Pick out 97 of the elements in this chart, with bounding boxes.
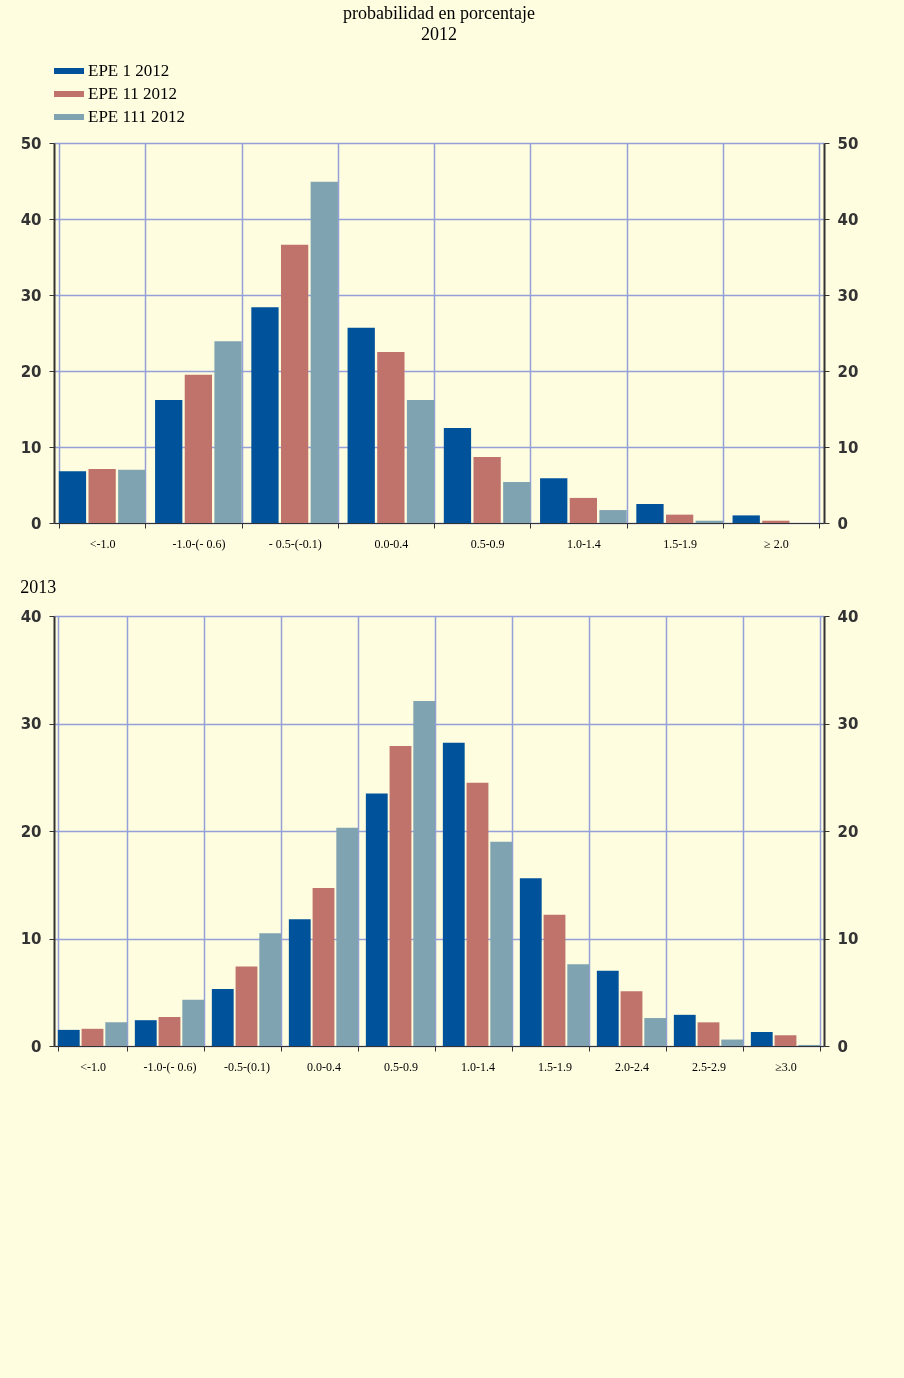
bar (443, 428, 472, 523)
legend-label: EPE 11 2012 (88, 84, 178, 103)
bar (336, 827, 359, 1046)
bar (413, 700, 436, 1046)
bar (673, 1014, 696, 1046)
bar (81, 1028, 104, 1046)
x-tick-label: 2.5-2.9 (692, 1059, 726, 1074)
bar (155, 399, 183, 523)
y-tick-label: 10 (20, 930, 42, 948)
x-tick-label: 2.0-2.4 (615, 1059, 649, 1074)
bar (762, 520, 790, 523)
bar (774, 1035, 797, 1046)
x-tick-label: 1.5-1.9 (663, 536, 698, 551)
x-tick-label: <-1.0 (80, 1059, 106, 1074)
bar (697, 1022, 720, 1046)
bar (214, 341, 242, 523)
bar (490, 841, 513, 1046)
y-tick-label: 50 (20, 134, 42, 153)
y-tick-label: 40 (20, 607, 42, 626)
bar (105, 1022, 128, 1046)
bar (259, 933, 282, 1046)
bar (134, 1020, 157, 1046)
bar (569, 497, 598, 523)
x-tick-label: -0.5-(0.1) (224, 1059, 270, 1074)
x-tick-label: - 0.5-(-0.1) (268, 536, 322, 551)
bar (750, 1032, 773, 1046)
bar (310, 181, 338, 523)
bar (732, 515, 760, 523)
x-tick-label: 0.0-0.4 (374, 536, 409, 551)
x-tick-label: -1.0-(- 0.6) (172, 536, 226, 551)
y2-tick-label: 30 (837, 715, 859, 733)
bar (365, 793, 388, 1046)
x-tick-label: 0.0-0.4 (307, 1059, 341, 1074)
y-tick-label: 20 (20, 822, 42, 841)
bar (184, 374, 213, 523)
bar (466, 782, 489, 1046)
y2-tick-label: 10 (837, 930, 859, 948)
x-tick-label: <-1.0 (89, 536, 116, 551)
x-tick-label: 0.5-0.9 (384, 1059, 418, 1074)
y2-tick-label: 10 (837, 438, 859, 457)
x-tick-label: 1.0-1.4 (461, 1059, 495, 1074)
bar (442, 742, 465, 1046)
y2-tick-label: 0 (837, 1037, 848, 1056)
y2-tick-label: 30 (837, 286, 859, 305)
x-tick-label: ≥ 2.0 (764, 536, 789, 551)
bar (519, 878, 542, 1046)
bar (280, 244, 309, 523)
chart-title: probabilidad en porcentaje (343, 3, 535, 23)
bar (58, 471, 87, 523)
legend-label: EPE 111 2012 (88, 107, 185, 126)
bar (665, 514, 694, 523)
chart-subtitle: 2012 (421, 24, 457, 44)
bar (389, 746, 412, 1046)
bar (540, 478, 568, 523)
bar (406, 399, 435, 523)
y2-tick-label: 40 (837, 607, 859, 626)
x-tick-label: 1.0-1.4 (566, 536, 601, 551)
bar (596, 970, 619, 1046)
y2-tick-label: 0 (837, 514, 848, 533)
x-tick-label: -1.0-(- 0.6) (143, 1059, 197, 1074)
y2-tick-label: 40 (837, 210, 859, 229)
y-tick-label: 40 (20, 210, 42, 229)
y2-tick-label: 20 (837, 362, 859, 381)
bar (288, 919, 311, 1046)
x-tick-label: 1.5-1.9 (538, 1059, 572, 1074)
bar (620, 991, 643, 1046)
bar (211, 989, 234, 1046)
x-tick-label: 0.5-0.9 (470, 536, 505, 551)
bar (567, 964, 590, 1046)
bar (503, 481, 531, 523)
bar (118, 469, 146, 523)
bar (473, 456, 501, 523)
bar (88, 469, 116, 523)
bar (377, 352, 405, 523)
chart-title: 2013 (20, 577, 57, 597)
x-tick-label: ≥3.0 (775, 1059, 797, 1074)
bar (721, 1039, 744, 1046)
bar (347, 327, 375, 523)
y-tick-label: 30 (20, 286, 42, 305)
bar (182, 999, 205, 1046)
bar (644, 1018, 667, 1046)
bar (312, 887, 335, 1046)
y2-tick-label: 20 (837, 822, 859, 841)
y-tick-label: 30 (20, 715, 42, 733)
y-tick-label: 20 (20, 362, 42, 381)
bar (57, 1029, 80, 1046)
bar (235, 966, 258, 1046)
y2-tick-label: 50 (837, 134, 859, 153)
y-tick-label: 10 (20, 438, 42, 457)
bar (251, 307, 279, 523)
bar (636, 504, 664, 523)
legend-label: EPE 1 2012 (88, 61, 170, 80)
bar (158, 1016, 181, 1046)
y-tick-label: 0 (31, 514, 42, 533)
bar (599, 510, 627, 523)
y-tick-label: 0 (31, 1037, 42, 1056)
bar (543, 914, 566, 1046)
